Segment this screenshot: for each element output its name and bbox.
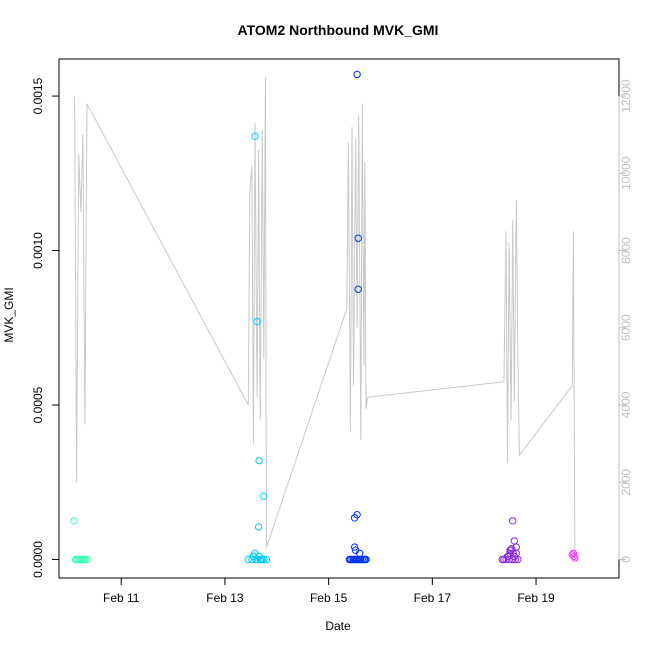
y-axis-label: MVK_GMI: [2, 287, 16, 342]
plot-area: [70, 70, 579, 564]
data-point: [509, 549, 517, 557]
data-point: [254, 523, 263, 531]
y-tick-label: 0.0015: [31, 77, 45, 114]
data-point: [70, 517, 78, 525]
data-point: [362, 555, 370, 564]
data-point: [354, 234, 362, 242]
data-point: [508, 545, 516, 553]
y-tick-label: 0.0000: [31, 541, 45, 578]
data-point: [356, 549, 364, 557]
secondary-y-tick-label: 8000: [619, 237, 633, 264]
data-point: [353, 511, 361, 519]
data-point: [354, 285, 362, 293]
data-point: [510, 537, 518, 545]
x-tick-label: Feb 19: [517, 591, 555, 605]
secondary-y-tick-label: 10000: [619, 156, 633, 190]
secondary-y-tick-label: 6000: [619, 314, 633, 341]
data-point: [249, 552, 258, 561]
data-point: [514, 555, 522, 564]
data-point: [83, 555, 91, 564]
x-tick-label: Feb 13: [206, 591, 244, 605]
secondary-series-line: [74, 76, 576, 560]
data-point: [253, 317, 261, 326]
secondary-y-tick-label: 4000: [619, 391, 633, 418]
secondary-y-tick-label: 2000: [619, 469, 633, 496]
data-point: [509, 517, 517, 525]
secondary-y-tick-label: 0: [619, 556, 633, 563]
chart-title: ATOM2 Northbound MVK_GMI: [238, 22, 439, 38]
data-point: [262, 555, 271, 564]
data-point: [350, 543, 359, 551]
y-tick-label: 0.0010: [31, 232, 45, 269]
data-point: [571, 554, 579, 562]
y-tick-label: 0.0005: [31, 386, 45, 423]
y-axis: 0.0000 0.0005 0.0010 0.0015: [31, 77, 60, 578]
data-point: [570, 552, 578, 561]
data-point: [260, 492, 268, 500]
x-axis-label: Date: [325, 619, 351, 633]
secondary-y-axis: 0 2000 4000 6000 8000 10000 12000: [618, 79, 633, 563]
data-point: [260, 555, 268, 564]
secondary-y-tick-label: 12000: [619, 79, 633, 113]
x-tick-label: Feb 17: [414, 591, 452, 605]
plot-frame: [58, 58, 620, 579]
data-point: [353, 70, 361, 79]
data-point: [81, 555, 89, 564]
x-tick-label: Feb 15: [310, 591, 348, 605]
data-point: [512, 543, 520, 551]
data-point: [251, 132, 259, 140]
x-axis: Feb 11 Feb 13 Feb 15 Feb 17 Feb 19: [103, 577, 555, 605]
data-point: [255, 456, 263, 465]
data-point: [569, 549, 578, 557]
x-tick-label: Feb 11: [103, 591, 140, 605]
